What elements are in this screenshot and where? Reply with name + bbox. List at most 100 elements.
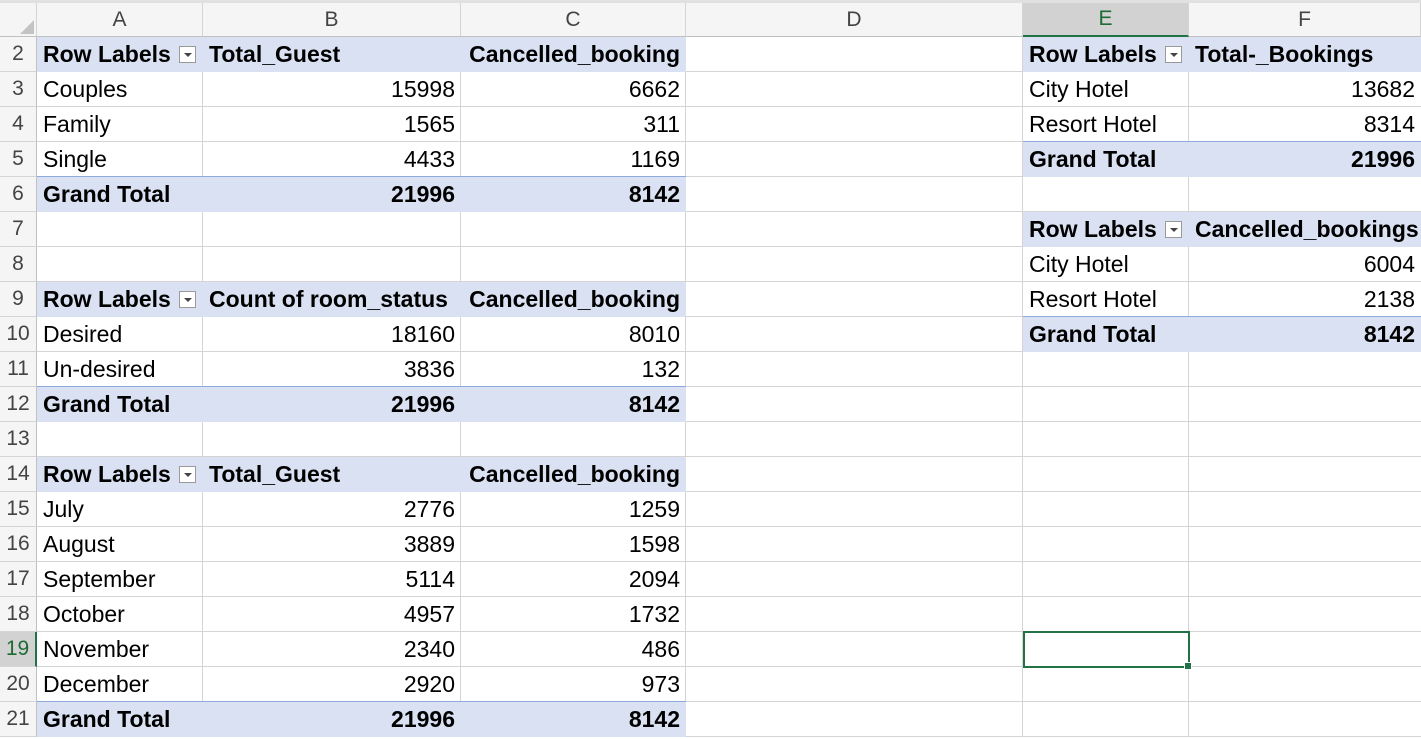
row-header-5[interactable]: 5 (0, 142, 37, 177)
pivot_guests-row-label[interactable]: Couples (37, 72, 203, 107)
pivot_months-row-label[interactable]: December (37, 667, 203, 702)
pivot_hotel_bookings-value[interactable]: 13682 (1189, 72, 1421, 107)
pivot_room_status-grand-total[interactable]: 21996 (203, 387, 461, 422)
pivot_room_status-value[interactable]: 3836 (203, 352, 461, 387)
pivot_months-grand-total[interactable]: Grand Total (37, 702, 203, 737)
pivot_guests-grand-total[interactable]: 8142 (461, 177, 686, 212)
pivot_guests-row-label[interactable]: Single (37, 142, 203, 177)
row-header-16[interactable]: 16 (0, 527, 37, 562)
row-header-20[interactable]: 20 (0, 667, 37, 702)
row-header-18[interactable]: 18 (0, 597, 37, 632)
pivot_guests-value[interactable]: 4433 (203, 142, 461, 177)
pivot_months-row-label[interactable]: September (37, 562, 203, 597)
pivot_room_status-header[interactable]: Row Labels (37, 282, 203, 317)
pivot_hotel_cancelled-grand-total[interactable]: Grand Total (1023, 317, 1189, 352)
pivot_hotel_cancelled-row-label[interactable]: Resort Hotel (1023, 282, 1189, 317)
pivot_guests-grand-total[interactable]: 21996 (203, 177, 461, 212)
column-header-c[interactable]: C (461, 3, 686, 37)
pivot_months-row-label[interactable]: November (37, 632, 203, 667)
pivot_hotel_bookings-header[interactable]: Row Labels (1023, 37, 1189, 72)
pivot_hotel_bookings-header[interactable]: Total-_Bookings (1189, 37, 1421, 72)
pivot_guests-row-label[interactable]: Family (37, 107, 203, 142)
row-header-19[interactable]: 19 (0, 632, 37, 667)
pivot_months-value[interactable]: 3889 (203, 527, 461, 562)
row-header-21[interactable]: 21 (0, 702, 37, 737)
pivot_months-row-label[interactable]: August (37, 527, 203, 562)
column-header-e[interactable]: E (1023, 3, 1189, 37)
pivot_months-header[interactable]: Cancelled_booking (461, 457, 686, 492)
pivot_months-value[interactable]: 5114 (203, 562, 461, 597)
pivot_guests-value[interactable]: 311 (461, 107, 686, 142)
column-header-a[interactable]: A (37, 3, 203, 37)
pivot_hotel_bookings-row-label[interactable]: City Hotel (1023, 72, 1189, 107)
pivot_room_status-header[interactable]: Count of room_status (203, 282, 461, 317)
pivot_guests-grand-total[interactable]: Grand Total (37, 177, 203, 212)
pivot_hotel_cancelled-value[interactable]: 6004 (1189, 247, 1421, 282)
pivot_months-header[interactable]: Total_Guest (203, 457, 461, 492)
filter-dropdown-icon[interactable] (178, 46, 196, 63)
row-header-13[interactable]: 13 (0, 422, 37, 457)
pivot_guests-value[interactable]: 6662 (461, 72, 686, 107)
column-header-f[interactable]: F (1189, 3, 1421, 37)
filter-dropdown-icon[interactable] (1164, 221, 1182, 238)
pivot_hotel_bookings-value[interactable]: 8314 (1189, 107, 1421, 142)
row-header-7[interactable]: 7 (0, 212, 37, 247)
row-header-6[interactable]: 6 (0, 177, 37, 212)
pivot_room_status-grand-total[interactable]: Grand Total (37, 387, 203, 422)
pivot_months-value[interactable]: 1732 (461, 597, 686, 632)
pivot_hotel_bookings-row-label[interactable]: Resort Hotel (1023, 107, 1189, 142)
row-header-10[interactable]: 10 (0, 317, 37, 352)
select-all-button[interactable] (0, 3, 37, 37)
row-header-17[interactable]: 17 (0, 562, 37, 597)
pivot_months-value[interactable]: 1259 (461, 492, 686, 527)
pivot_months-value[interactable]: 486 (461, 632, 686, 667)
pivot_months-value[interactable]: 2776 (203, 492, 461, 527)
active-cell-selection[interactable] (1023, 631, 1192, 670)
pivot_months-value[interactable]: 973 (461, 667, 686, 702)
column-header-b[interactable]: B (203, 3, 461, 37)
pivot_months-row-label[interactable]: July (37, 492, 203, 527)
pivot_room_status-header[interactable]: Cancelled_booking (461, 282, 686, 317)
pivot_months-header[interactable]: Row Labels (37, 457, 203, 492)
column-header-d[interactable]: D (686, 3, 1023, 37)
pivot_guests-header[interactable]: Row Labels (37, 37, 203, 72)
pivot_guests-value[interactable]: 1169 (461, 142, 686, 177)
pivot_months-row-label[interactable]: October (37, 597, 203, 632)
fill-handle[interactable] (1184, 662, 1192, 670)
pivot_months-value[interactable]: 2920 (203, 667, 461, 702)
pivot_hotel_cancelled-grand-total[interactable]: 8142 (1189, 317, 1421, 352)
pivot_room_status-value[interactable]: 18160 (203, 317, 461, 352)
pivot_guests-header[interactable]: Cancelled_booking (461, 37, 686, 72)
pivot_months-grand-total[interactable]: 21996 (203, 702, 461, 737)
pivot_room_status-grand-total[interactable]: 8142 (461, 387, 686, 422)
filter-dropdown-icon[interactable] (178, 291, 196, 308)
row-header-8[interactable]: 8 (0, 247, 37, 282)
row-header-11[interactable]: 11 (0, 352, 37, 387)
pivot_room_status-row-label[interactable]: Un-desired (37, 352, 203, 387)
pivot_hotel_bookings-grand-total[interactable]: Grand Total (1023, 142, 1189, 177)
pivot_hotel_cancelled-value[interactable]: 2138 (1189, 282, 1421, 317)
pivot_hotel_bookings-grand-total[interactable]: 21996 (1189, 142, 1421, 177)
pivot_room_status-row-label[interactable]: Desired (37, 317, 203, 352)
row-header-2[interactable]: 2 (0, 37, 37, 72)
filter-dropdown-icon[interactable] (1164, 46, 1182, 63)
pivot_hotel_cancelled-header[interactable]: Cancelled_bookings (1189, 212, 1421, 247)
pivot_room_status-value[interactable]: 132 (461, 352, 686, 387)
pivot_guests-value[interactable]: 1565 (203, 107, 461, 142)
pivot_months-value[interactable]: 1598 (461, 527, 686, 562)
pivot_guests-value[interactable]: 15998 (203, 72, 461, 107)
row-header-14[interactable]: 14 (0, 457, 37, 492)
row-header-3[interactable]: 3 (0, 72, 37, 107)
pivot_hotel_cancelled-row-label[interactable]: City Hotel (1023, 247, 1189, 282)
row-header-12[interactable]: 12 (0, 387, 37, 422)
pivot_months-value[interactable]: 4957 (203, 597, 461, 632)
row-header-15[interactable]: 15 (0, 492, 37, 527)
pivot_guests-header[interactable]: Total_Guest (203, 37, 461, 72)
row-header-4[interactable]: 4 (0, 107, 37, 142)
row-header-9[interactable]: 9 (0, 282, 37, 317)
pivot_hotel_cancelled-header[interactable]: Row Labels (1023, 212, 1189, 247)
pivot_months-grand-total[interactable]: 8142 (461, 702, 686, 737)
filter-dropdown-icon[interactable] (178, 466, 196, 483)
pivot_months-value[interactable]: 2340 (203, 632, 461, 667)
pivot_room_status-value[interactable]: 8010 (461, 317, 686, 352)
